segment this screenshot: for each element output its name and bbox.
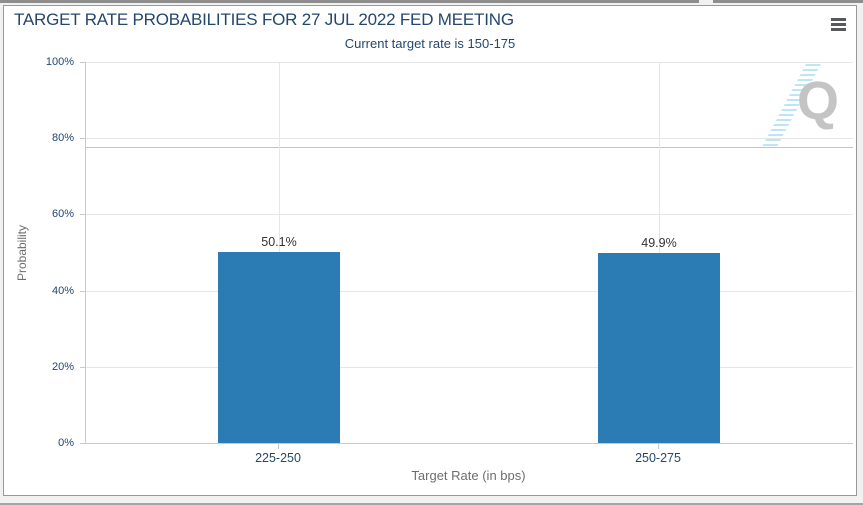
gridline-horizontal-60	[86, 214, 853, 216]
bar-value-label: 49.9%	[641, 235, 677, 250]
y-tick-mark	[80, 138, 85, 140]
y-tick-mark	[80, 290, 85, 292]
chart-context-menu-button[interactable]	[828, 14, 850, 34]
top-border-strip-right	[713, 0, 863, 3]
y-tick-mark	[80, 214, 85, 216]
bar-250-275[interactable]	[598, 252, 720, 443]
y-tick-label: 60%	[51, 208, 74, 221]
x-axis: 225-250 250-275	[85, 443, 852, 483]
bar-column-225-250: 50.1%	[218, 62, 340, 443]
y-tick-mark	[80, 366, 85, 368]
y-tick-mark	[80, 62, 85, 63]
bar-column-250-275: 49.9%	[598, 62, 720, 443]
gridline-horizontal-20	[86, 366, 853, 368]
y-axis-title: Probability	[15, 224, 29, 282]
y-tick-label: 100%	[45, 56, 74, 68]
y-tick-label: 80%	[51, 132, 74, 145]
y-tick-label: 20%	[51, 360, 74, 373]
x-tick-mark	[658, 444, 659, 449]
gridline-horizontal-extra	[86, 146, 853, 148]
chart-subtitle: Current target rate is 150-175	[344, 36, 516, 51]
y-tick-label: 0%	[58, 437, 74, 449]
y-axis: 100% 80% 60% 40% 20% 0%	[0, 56, 85, 449]
gridline-horizontal-40	[86, 290, 853, 292]
quikstrike-q-watermark-icon: Q	[797, 71, 840, 131]
x-category-label: 250-275	[635, 451, 681, 465]
bottom-background-strip	[0, 497, 863, 505]
bar-value-label: 50.1%	[261, 235, 297, 250]
gridline-vertical-cat2	[659, 62, 660, 443]
top-border-strip-left	[0, 0, 699, 3]
chart-title: TARGET RATE PROBABILITIES FOR 27 JUL 202…	[14, 10, 514, 29]
x-axis-title: Target Rate (in bps)	[411, 468, 526, 483]
y-tick-label: 40%	[51, 284, 74, 297]
gridline-horizontal-100	[86, 62, 853, 63]
plot-area: 50.1% 49.9%	[85, 62, 853, 444]
x-category-label: 225-250	[255, 451, 301, 465]
y-tick-mark	[80, 443, 85, 444]
gridline-horizontal-80	[86, 138, 853, 140]
bar-225-250[interactable]	[218, 252, 340, 443]
x-tick-mark	[278, 444, 279, 449]
bottom-border-line	[0, 503, 863, 505]
